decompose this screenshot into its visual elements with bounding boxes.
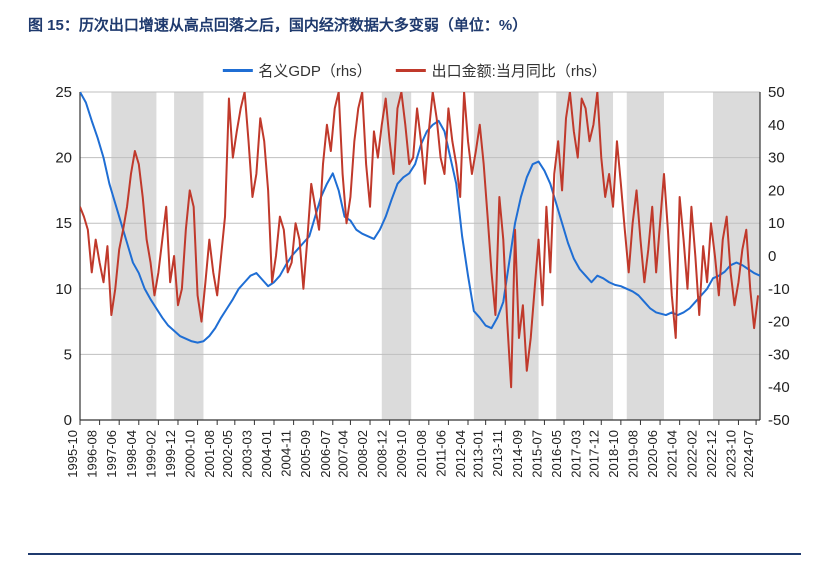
svg-text:2007-04: 2007-04 [335,430,350,478]
footer-line [28,553,801,555]
svg-text:2013-11: 2013-11 [490,430,505,477]
svg-text:2006-07: 2006-07 [318,430,333,478]
svg-text:2024-07: 2024-07 [741,430,756,478]
svg-text:2020-06: 2020-06 [645,430,660,478]
svg-text:20: 20 [55,150,72,167]
svg-text:-20: -20 [768,314,790,331]
svg-text:2009-10: 2009-10 [394,430,409,478]
svg-text:25: 25 [55,84,72,101]
svg-text:2023-10: 2023-10 [723,430,738,478]
svg-text:2001-08: 2001-08 [202,430,217,478]
svg-text:-10: -10 [768,281,790,298]
svg-text:5: 5 [64,346,72,363]
legend-label-export: 出口金额:当月同比（rhs） [432,60,607,81]
chart-title: 图 15：历次出口增速从高点回落之后，国内经济数据大多变弱（单位：%） [28,14,527,35]
svg-text:1999-12: 1999-12 [163,430,178,478]
svg-text:2013-01: 2013-01 [471,430,486,478]
chart-area: 名义GDP（rhs） 出口金额:当月同比（rhs） 0 5 10 15 20 25 -50 -… [20,50,809,530]
svg-text:50: 50 [768,84,785,101]
svg-text:2008-12: 2008-12 [375,430,390,478]
svg-text:2022-12: 2022-12 [704,430,719,478]
svg-text:2004-01: 2004-01 [259,430,274,478]
svg-text:2018-10: 2018-10 [606,430,621,478]
svg-text:2021-04: 2021-04 [665,430,680,478]
legend-item-gdp: 名义GDP（rhs） [222,60,371,81]
svg-text:30: 30 [768,150,785,167]
legend-item-export: 出口金额:当月同比（rhs） [396,60,607,81]
svg-text:2003-03: 2003-03 [239,430,254,478]
svg-text:2015-07: 2015-07 [529,430,544,478]
svg-text:-40: -40 [768,379,790,396]
svg-text:2000-10: 2000-10 [183,430,198,478]
svg-text:20: 20 [768,182,785,199]
svg-text:1997-06: 1997-06 [104,430,119,478]
svg-text:2011-06: 2011-06 [433,430,448,477]
svg-text:2010-08: 2010-08 [414,430,429,478]
svg-text:-30: -30 [768,346,790,363]
svg-text:2019-08: 2019-08 [625,430,640,478]
svg-text:2022-02: 2022-02 [684,430,699,478]
legend-swatch-gdp [222,69,252,72]
svg-text:2014-09: 2014-09 [510,430,525,478]
legend-swatch-export [396,69,426,72]
svg-text:2017-12: 2017-12 [586,430,601,478]
svg-text:0: 0 [64,412,72,429]
svg-text:-50: -50 [768,412,790,429]
legend: 名义GDP（rhs） 出口金额:当月同比（rhs） [222,60,606,81]
svg-text:2017-03: 2017-03 [569,430,584,478]
svg-text:2002-05: 2002-05 [220,430,235,478]
svg-text:1996-08: 1996-08 [85,430,100,478]
legend-label-gdp: 名义GDP（rhs） [258,60,371,81]
svg-text:2012-04: 2012-04 [453,430,468,478]
svg-text:2005-09: 2005-09 [298,430,313,478]
svg-text:10: 10 [768,215,785,232]
svg-text:0: 0 [768,248,776,265]
svg-text:2008-02: 2008-02 [355,430,370,478]
svg-text:1995-10: 1995-10 [65,430,80,478]
svg-text:2016-05: 2016-05 [549,430,564,478]
svg-text:40: 40 [768,117,785,134]
svg-text:2004-11: 2004-11 [279,430,294,477]
chart-svg: 0 5 10 15 20 25 -50 -40 -30 -20 -10 0 10 20 30 40 50 1995… [20,50,809,530]
svg-text:1999-02: 1999-02 [143,430,158,478]
svg-text:10: 10 [55,281,72,298]
svg-text:15: 15 [55,215,72,232]
svg-text:1998-04: 1998-04 [124,430,139,478]
